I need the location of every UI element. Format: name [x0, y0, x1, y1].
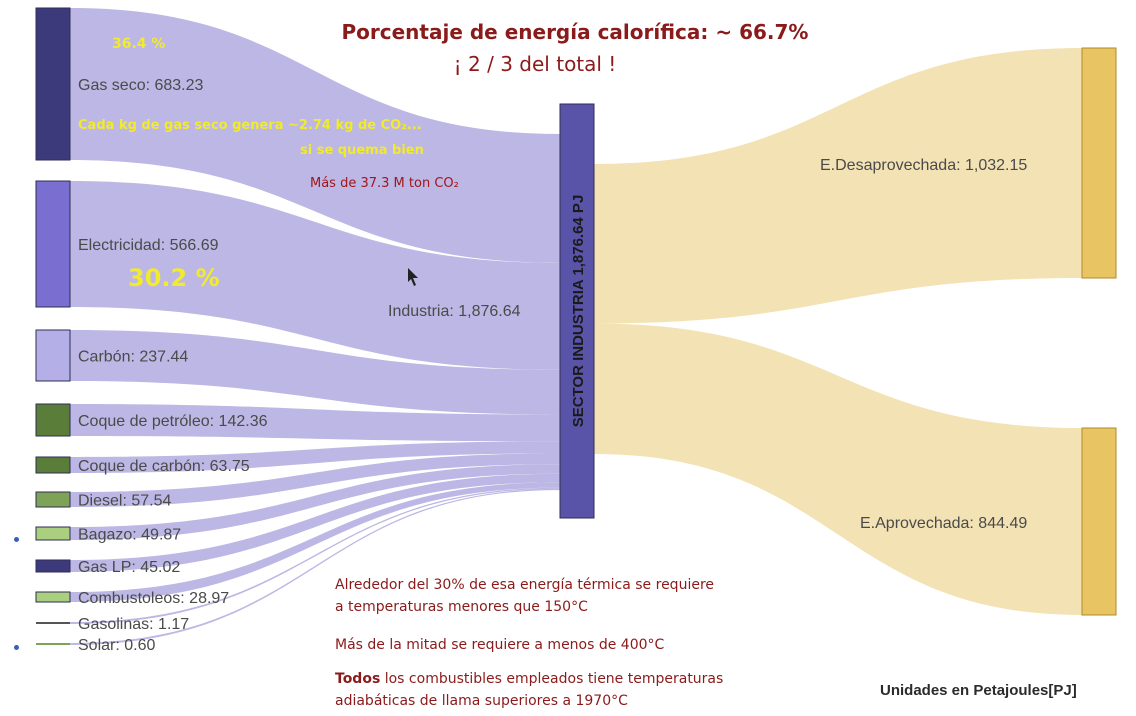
- source-node: [35, 591, 71, 603]
- source-label: Gas seco: 683.23: [78, 77, 204, 94]
- note-30-percent-line2: a temperaturas menores que 150°C: [335, 599, 588, 615]
- source-label: Gasolinas: 1.17: [78, 616, 189, 633]
- source-node: [36, 622, 70, 624]
- target-label: E.Aprovechada: 844.49: [860, 515, 1027, 532]
- source-node: [35, 329, 71, 382]
- source-label: Bagazo: 49.87: [78, 527, 181, 544]
- note-flame-bold: Todos: [335, 671, 381, 687]
- industria-label: Industria: 1,876.64: [388, 303, 521, 320]
- sankey-nodes: [35, 7, 1117, 645]
- source-node: [35, 559, 71, 573]
- source-label: Diesel: 57.54: [78, 493, 171, 510]
- target-label: E.Desaprovechada: 1,032.15: [820, 157, 1027, 174]
- co2-total-note: Más de 37.3 M ton CO₂: [310, 176, 459, 191]
- target-node: [1081, 47, 1117, 279]
- source-node: [35, 456, 71, 474]
- inflow-link: [70, 404, 560, 442]
- source-label: Coque de carbón: 63.75: [78, 458, 250, 475]
- outflow-link: [594, 323, 1082, 615]
- title-line-2: ¡ 2 / 3 del total !: [453, 52, 617, 76]
- bullet-marker: [14, 537, 19, 542]
- note-400c: Más de la mitad se requiere a menos de 4…: [335, 637, 665, 653]
- note-30-percent-line1: Alrededor del 30% de esa energía térmica…: [335, 577, 715, 593]
- gas-co2-note-2: si se quema bien: [300, 143, 424, 158]
- inflow-link: [70, 453, 560, 507]
- title-line-1: Porcentaje de energía calorífica: ~ 66.7…: [341, 20, 809, 44]
- gas-co2-note: Cada kg de gas seco genera ~2.74 kg de C…: [78, 118, 422, 133]
- inflow-link: [70, 181, 560, 370]
- source-label: Solar: 0.60: [78, 637, 155, 654]
- inflow-link: [70, 330, 560, 415]
- source-node: [35, 180, 71, 308]
- inflow-link: [70, 8, 560, 263]
- inflow-link: [70, 441, 560, 473]
- units-label: Unidades en Petajoules[PJ]: [880, 682, 1077, 699]
- note-flame-temp: Todos los combustibles empleados tiene t…: [335, 668, 723, 712]
- source-node: [35, 403, 71, 437]
- inflow-link: [70, 464, 560, 540]
- bullet-marker: [14, 645, 19, 650]
- source-label: Gas LP: 45.02: [78, 559, 180, 576]
- inflow-link: [70, 487, 560, 624]
- mouse-cursor-icon: [408, 268, 418, 286]
- note-flame-line2: adiabáticas de llama superiores a 1970°C: [335, 693, 628, 709]
- sector-industria-node: [559, 103, 595, 519]
- source-label: Combustoleos: 28.97: [78, 590, 229, 607]
- source-label: Coque de petróleo: 142.36: [78, 413, 268, 430]
- inflow-link: [70, 473, 560, 572]
- note-flame-line1: Todos los combustibles empleados tiene t…: [335, 668, 723, 690]
- gas-percentage: 36.4 %: [112, 36, 166, 52]
- note-30-percent: Alrededor del 30% de esa energía térmica…: [335, 574, 714, 618]
- outflow-link: [594, 48, 1082, 324]
- source-node: [35, 7, 71, 161]
- outflow-links: [594, 48, 1082, 615]
- source-label: Electricidad: 566.69: [78, 237, 219, 254]
- inflow-link: [70, 488, 560, 645]
- note-flame-rest: los combustibles empleados tiene tempera…: [380, 671, 724, 687]
- source-label: Carbón: 237.44: [78, 349, 188, 366]
- target-node: [1081, 427, 1117, 616]
- inflow-link: [70, 482, 560, 602]
- sankey-labels: Gas seco: 683.23 Electricidad: 566.69 Carb…: [78, 77, 1027, 654]
- source-node: [35, 526, 71, 541]
- sector-industria-bar-label: SECTOR INDUSTRIA 1,876.64 PJ: [570, 195, 587, 428]
- electricity-percentage: 30.2 %: [128, 264, 220, 292]
- source-node: [36, 643, 70, 645]
- inflow-links: [70, 8, 560, 645]
- source-node: [35, 491, 71, 508]
